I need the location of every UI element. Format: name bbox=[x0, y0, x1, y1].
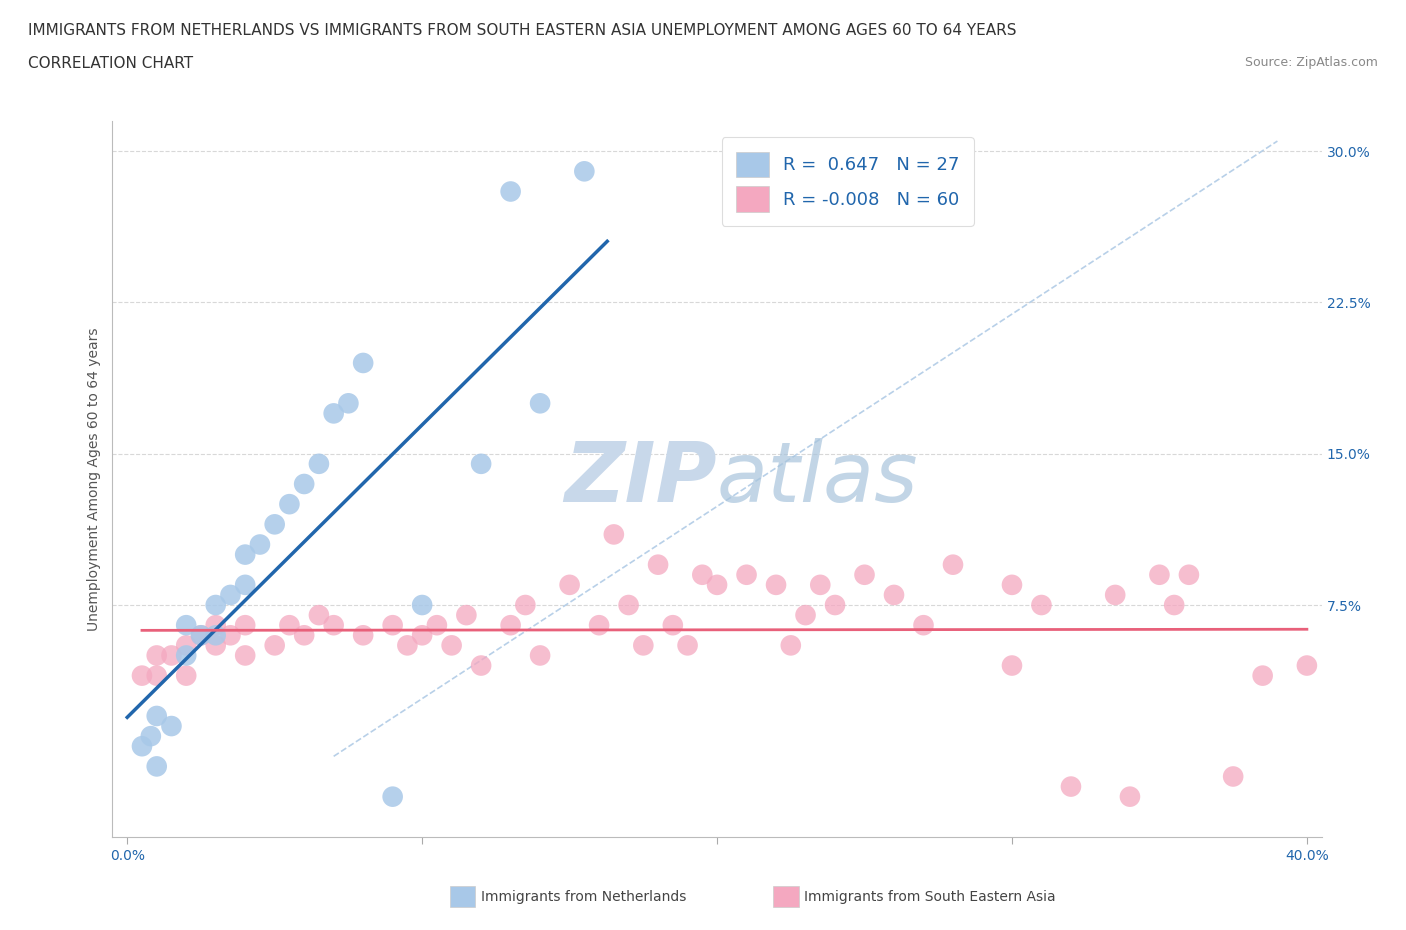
Point bbox=[322, 618, 344, 632]
Point bbox=[1251, 668, 1274, 683]
Point bbox=[706, 578, 728, 592]
Point bbox=[160, 719, 183, 734]
Point bbox=[633, 638, 655, 653]
Point bbox=[794, 607, 817, 622]
Point bbox=[824, 598, 846, 613]
Point bbox=[233, 547, 256, 562]
Point bbox=[499, 184, 522, 199]
Point bbox=[131, 738, 153, 753]
Text: IMMIGRANTS FROM NETHERLANDS VS IMMIGRANTS FROM SOUTH EASTERN ASIA UNEMPLOYMENT A: IMMIGRANTS FROM NETHERLANDS VS IMMIGRANT… bbox=[28, 23, 1017, 38]
Point bbox=[204, 628, 226, 643]
Point bbox=[219, 588, 242, 603]
Point bbox=[1296, 658, 1319, 673]
Point bbox=[1060, 779, 1083, 794]
Point bbox=[233, 618, 256, 632]
Point bbox=[411, 628, 433, 643]
Point bbox=[160, 648, 183, 663]
Point bbox=[131, 668, 153, 683]
Text: atlas: atlas bbox=[717, 438, 918, 520]
Point bbox=[735, 567, 758, 582]
Point bbox=[1178, 567, 1201, 582]
Point bbox=[263, 638, 285, 653]
Point bbox=[603, 527, 626, 542]
Point bbox=[139, 729, 162, 744]
Legend: R =  0.647   N = 27, R = -0.008   N = 60: R = 0.647 N = 27, R = -0.008 N = 60 bbox=[721, 137, 974, 226]
Point bbox=[145, 668, 167, 683]
Point bbox=[470, 457, 492, 472]
Point bbox=[352, 628, 374, 643]
Point bbox=[662, 618, 685, 632]
Point bbox=[1031, 598, 1053, 613]
Point bbox=[617, 598, 640, 613]
Point bbox=[145, 648, 167, 663]
Point bbox=[174, 648, 197, 663]
Point bbox=[219, 628, 242, 643]
Point bbox=[529, 648, 551, 663]
Point bbox=[456, 607, 478, 622]
Point bbox=[912, 618, 935, 632]
Point bbox=[1001, 658, 1024, 673]
Text: ZIP: ZIP bbox=[564, 438, 717, 520]
Text: Source: ZipAtlas.com: Source: ZipAtlas.com bbox=[1244, 56, 1378, 69]
Point bbox=[145, 759, 167, 774]
Point bbox=[190, 628, 212, 643]
Point bbox=[574, 164, 596, 179]
Text: Immigrants from Netherlands: Immigrants from Netherlands bbox=[481, 889, 686, 904]
Point bbox=[278, 497, 301, 512]
Point bbox=[322, 406, 344, 421]
Point bbox=[426, 618, 449, 632]
Point bbox=[692, 567, 714, 582]
Text: Immigrants from South Eastern Asia: Immigrants from South Eastern Asia bbox=[804, 889, 1056, 904]
Point bbox=[292, 476, 315, 491]
Point bbox=[499, 618, 522, 632]
Point bbox=[779, 638, 801, 653]
Point bbox=[249, 537, 271, 551]
Point bbox=[1104, 588, 1126, 603]
Point bbox=[529, 396, 551, 411]
Point bbox=[308, 607, 330, 622]
Point bbox=[190, 628, 212, 643]
Point bbox=[1163, 598, 1185, 613]
Point bbox=[558, 578, 581, 592]
Point bbox=[233, 578, 256, 592]
Point bbox=[440, 638, 463, 653]
Point bbox=[1149, 567, 1171, 582]
Point bbox=[883, 588, 905, 603]
Point bbox=[263, 517, 285, 532]
Point bbox=[308, 457, 330, 472]
Point bbox=[515, 598, 537, 613]
Point bbox=[588, 618, 610, 632]
Point bbox=[174, 668, 197, 683]
Point bbox=[174, 638, 197, 653]
Point bbox=[470, 658, 492, 673]
Y-axis label: Unemployment Among Ages 60 to 64 years: Unemployment Among Ages 60 to 64 years bbox=[87, 327, 101, 631]
Point bbox=[676, 638, 699, 653]
Point bbox=[1222, 769, 1244, 784]
Point bbox=[942, 557, 965, 572]
Point bbox=[204, 638, 226, 653]
Point bbox=[1001, 578, 1024, 592]
Point bbox=[278, 618, 301, 632]
Point bbox=[853, 567, 876, 582]
Point bbox=[411, 598, 433, 613]
Point bbox=[337, 396, 360, 411]
Point bbox=[396, 638, 419, 653]
Text: CORRELATION CHART: CORRELATION CHART bbox=[28, 56, 193, 71]
Point bbox=[647, 557, 669, 572]
Point bbox=[204, 598, 226, 613]
Point bbox=[204, 618, 226, 632]
Point bbox=[808, 578, 831, 592]
Point bbox=[381, 618, 404, 632]
Point bbox=[233, 648, 256, 663]
Point bbox=[145, 709, 167, 724]
Point bbox=[1119, 790, 1142, 804]
Point bbox=[765, 578, 787, 592]
Point bbox=[352, 355, 374, 370]
Point bbox=[292, 628, 315, 643]
Point bbox=[381, 790, 404, 804]
Point bbox=[174, 618, 197, 632]
